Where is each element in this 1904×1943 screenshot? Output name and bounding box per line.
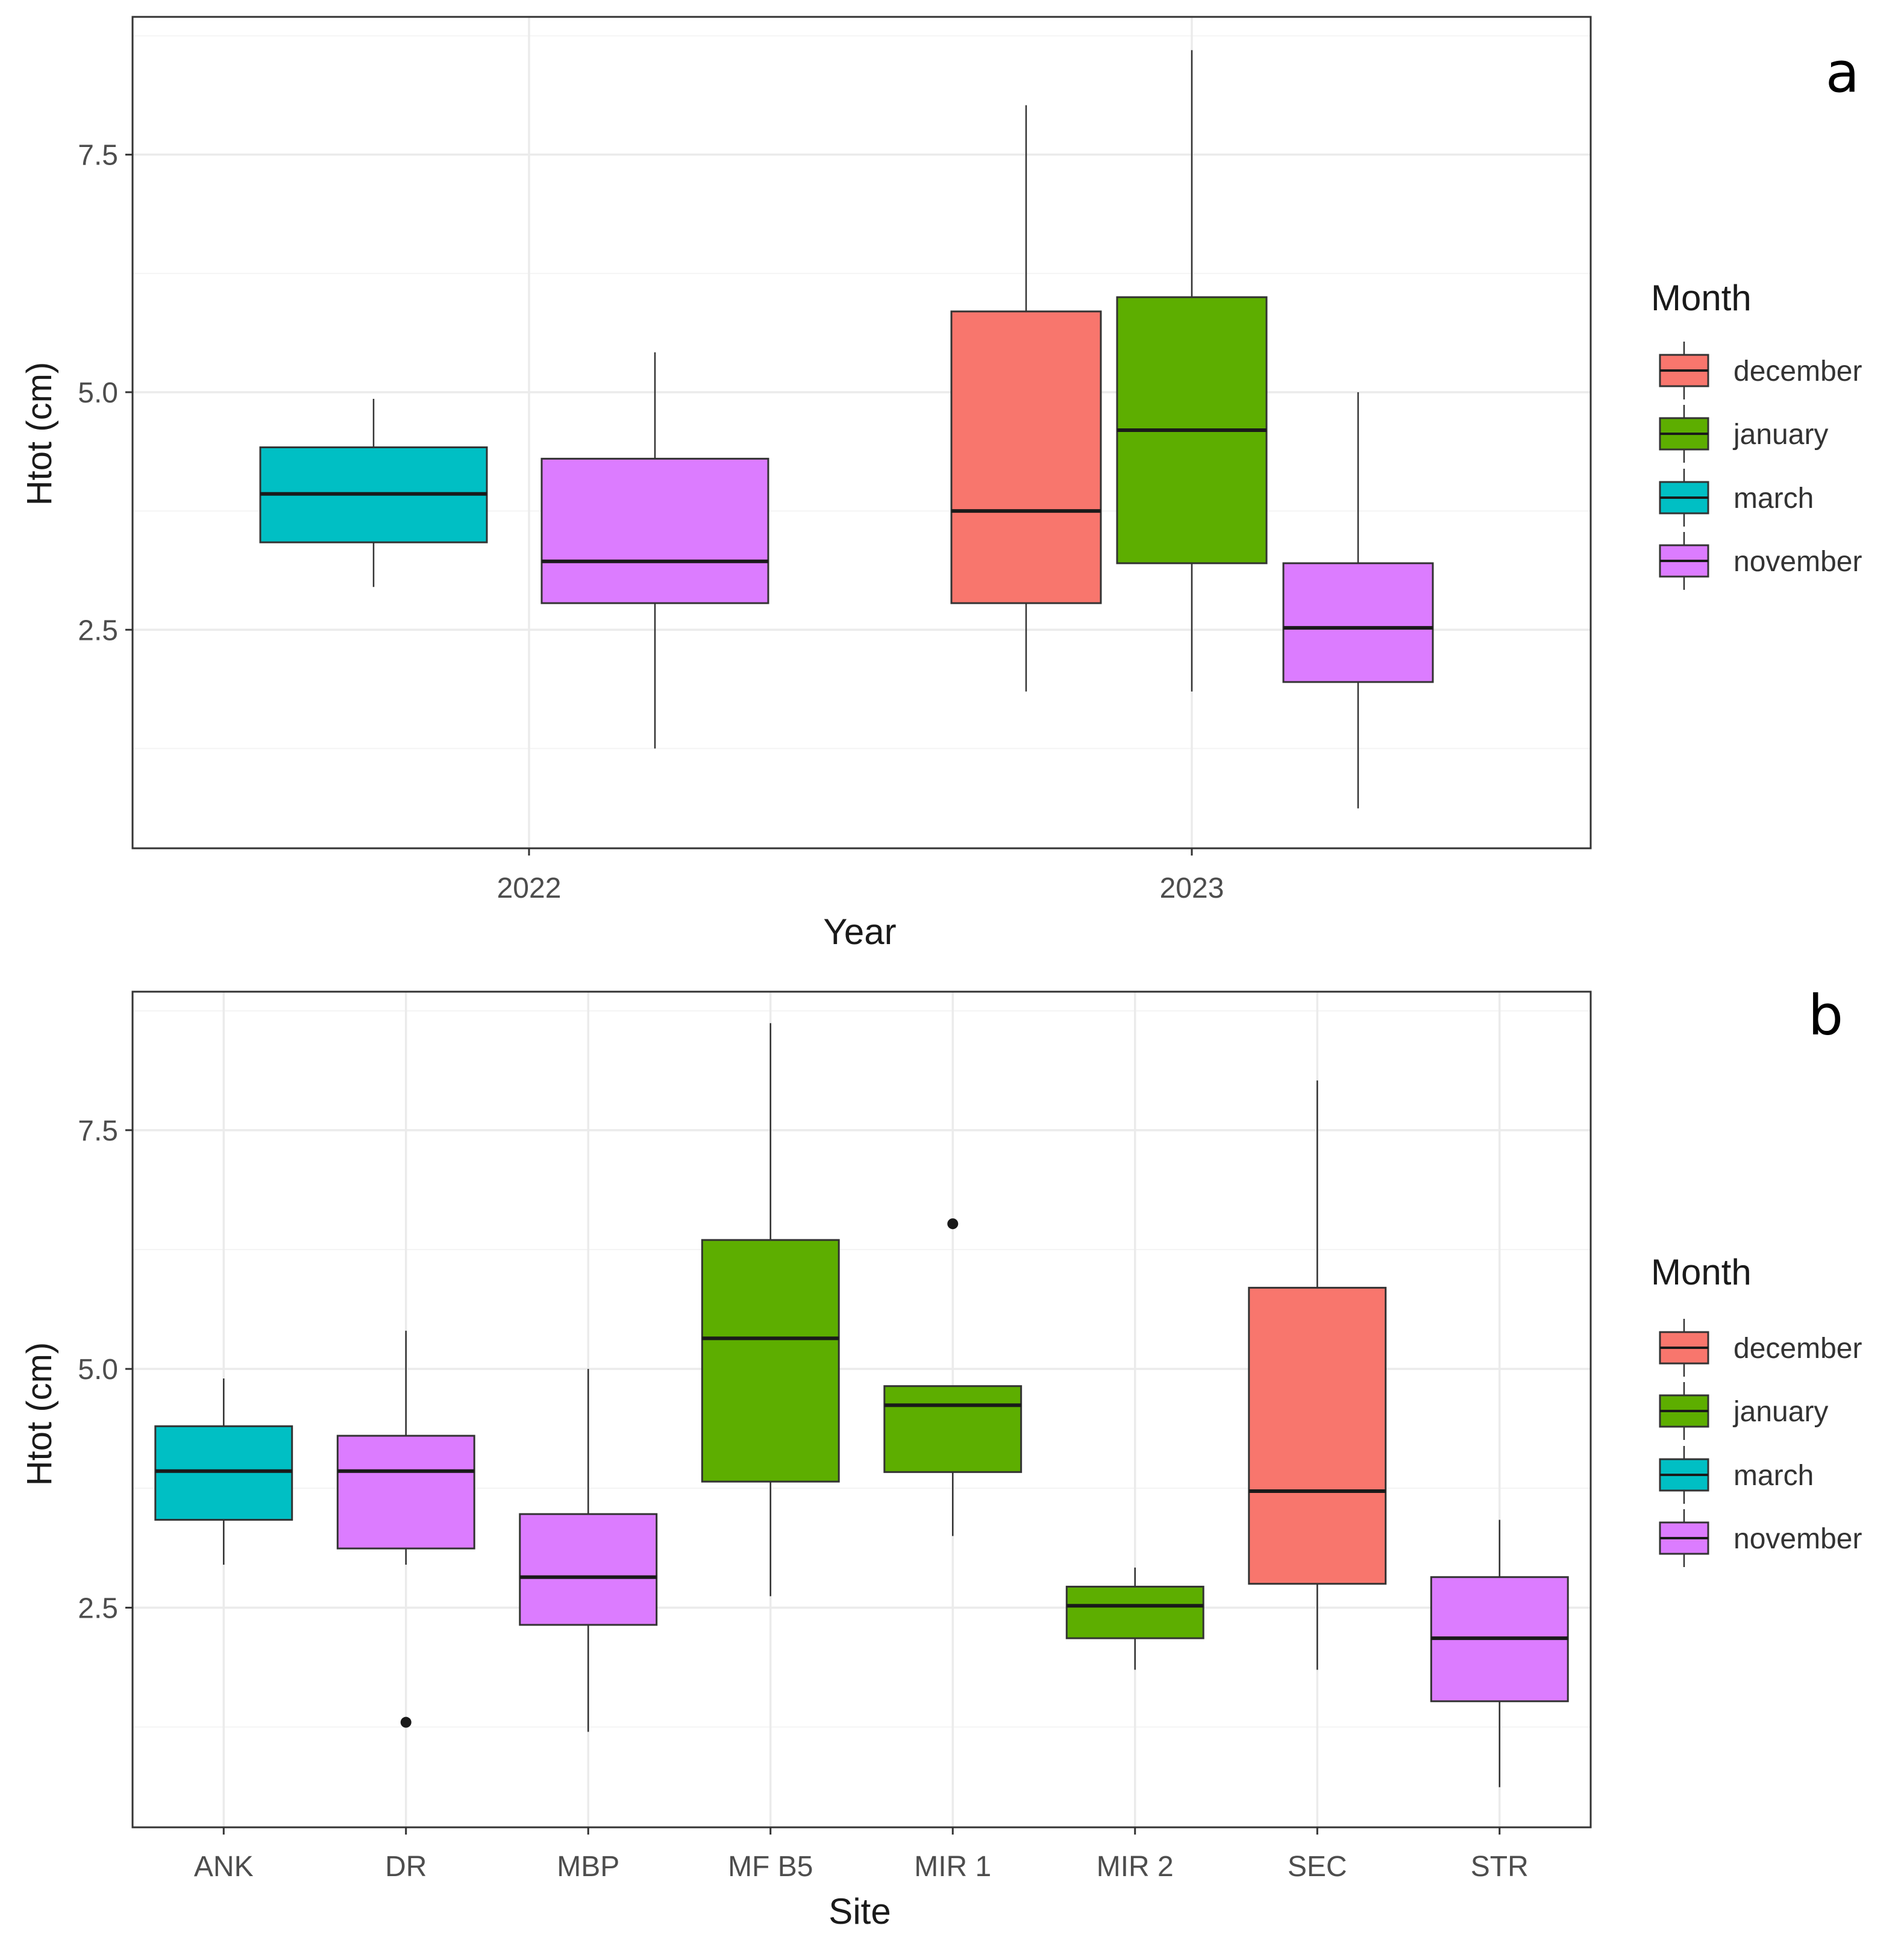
x-tick-label: SEC <box>1288 1851 1347 1883</box>
x-tick-label: ANK <box>194 1851 254 1883</box>
panel-b-legend: Month december january march november <box>1651 1252 1862 1567</box>
panel-b-y-axis-title: Htot (cm) <box>20 1342 59 1486</box>
box-mbp-november <box>519 1369 658 1732</box>
box-2022-november <box>540 352 769 749</box>
box-mir-2-january <box>1065 1567 1204 1670</box>
panel-a-y-axis-title: Htot (cm) <box>20 362 59 505</box>
box-iqr <box>1065 1586 1204 1639</box>
y-tick-label: 7.5 <box>78 1115 118 1147</box>
legend-title: Month <box>1651 278 1752 318</box>
legend-item-december: december <box>1659 342 1862 399</box>
panel-b: 2.55.07.5 ANK DR MBP MF B5 MIR 1 MIR 2 SEC STR … <box>20 983 1862 1932</box>
box-2023-november <box>1282 392 1434 809</box>
panel-b-letter: b <box>1808 983 1843 1048</box>
y-tick-label: 5.0 <box>78 1354 118 1386</box>
legend-item-january: january <box>1659 1382 1828 1440</box>
box-2023-january <box>1116 50 1268 692</box>
box-iqr <box>154 1425 293 1521</box>
legend-item-november: november <box>1659 532 1862 590</box>
box-iqr <box>883 1385 1022 1473</box>
y-tick-label: 2.5 <box>78 615 118 646</box>
box-mir-1-january <box>883 1218 1022 1536</box>
outlier-point <box>400 1716 412 1728</box>
panel-a: 2.5 5.0 7.5 2022 2023 Year Htot (cm) a Mont… <box>20 16 1862 952</box>
box-2022-march <box>259 399 488 587</box>
panel-a-letter: a <box>1826 40 1859 105</box>
box-iqr <box>519 1513 658 1626</box>
legend-item-november: november <box>1659 1509 1862 1567</box>
y-tick-label: 5.0 <box>78 377 118 409</box>
box-2023-december <box>950 105 1102 692</box>
x-tick-label: DR <box>385 1851 427 1883</box>
panel-b-boxes <box>154 1023 1569 1788</box>
legend-item-december: december <box>1659 1319 1862 1377</box>
box-sec-december <box>1248 1080 1387 1670</box>
box-iqr <box>1248 1286 1387 1585</box>
box-mf-b5-january <box>701 1023 840 1597</box>
box-iqr <box>950 310 1102 604</box>
legend-label: january <box>1732 419 1828 451</box>
panel-b-x-ticks: ANK DR MBP MF B5 MIR 1 MIR 2 SEC STR <box>194 1827 1529 1883</box>
box-iqr <box>336 1435 475 1550</box>
panel-a-grid <box>133 17 1591 848</box>
y-tick-label: 2.5 <box>78 1592 118 1624</box>
box-dr-november <box>336 1330 475 1728</box>
legend-label: march <box>1733 483 1814 515</box>
legend-item-january: january <box>1659 405 1828 463</box>
legend-title: Month <box>1651 1252 1752 1292</box>
panel-a-x-axis-title: Year <box>823 912 896 952</box>
outlier-point <box>947 1218 959 1230</box>
legend-item-march: march <box>1659 1446 1814 1504</box>
panel-a-x-ticks: 2022 2023 <box>497 848 1224 904</box>
legend-label: march <box>1733 1460 1814 1492</box>
legend-item-march: march <box>1659 469 1814 527</box>
legend-label: january <box>1732 1396 1828 1428</box>
box-ank-march <box>154 1378 293 1565</box>
x-tick-label: MIR 2 <box>1097 1851 1174 1883</box>
box-str-november <box>1430 1519 1569 1788</box>
box-iqr <box>540 457 769 604</box>
panel-b-border <box>131 990 1592 1829</box>
panel-a-y-ticks: 2.5 5.0 7.5 <box>78 140 133 646</box>
legend-label: november <box>1733 546 1862 578</box>
panel-background <box>133 17 1591 848</box>
box-iqr <box>1282 562 1434 683</box>
panel-a-border <box>131 16 1592 849</box>
x-tick-label: 2023 <box>1160 872 1224 904</box>
x-tick-label: MF B5 <box>728 1851 813 1883</box>
x-tick-label: 2022 <box>497 872 562 904</box>
panel-a-boxes <box>259 50 1434 809</box>
legend-label: november <box>1733 1523 1862 1555</box>
panel-b-x-axis-title: Site <box>828 1891 891 1932</box>
box-iqr <box>701 1239 840 1483</box>
panel-a-legend: Month december january march november <box>1651 278 1862 590</box>
panel-b-y-ticks: 2.5 5.0 7.5 <box>78 1115 133 1624</box>
x-tick-label: STR <box>1471 1851 1529 1883</box>
y-tick-label: 7.5 <box>78 140 118 172</box>
x-tick-label: MBP <box>557 1851 619 1883</box>
legend-label: december <box>1733 355 1862 387</box>
x-tick-label: MIR 1 <box>914 1851 991 1883</box>
legend-label: december <box>1733 1333 1862 1365</box>
